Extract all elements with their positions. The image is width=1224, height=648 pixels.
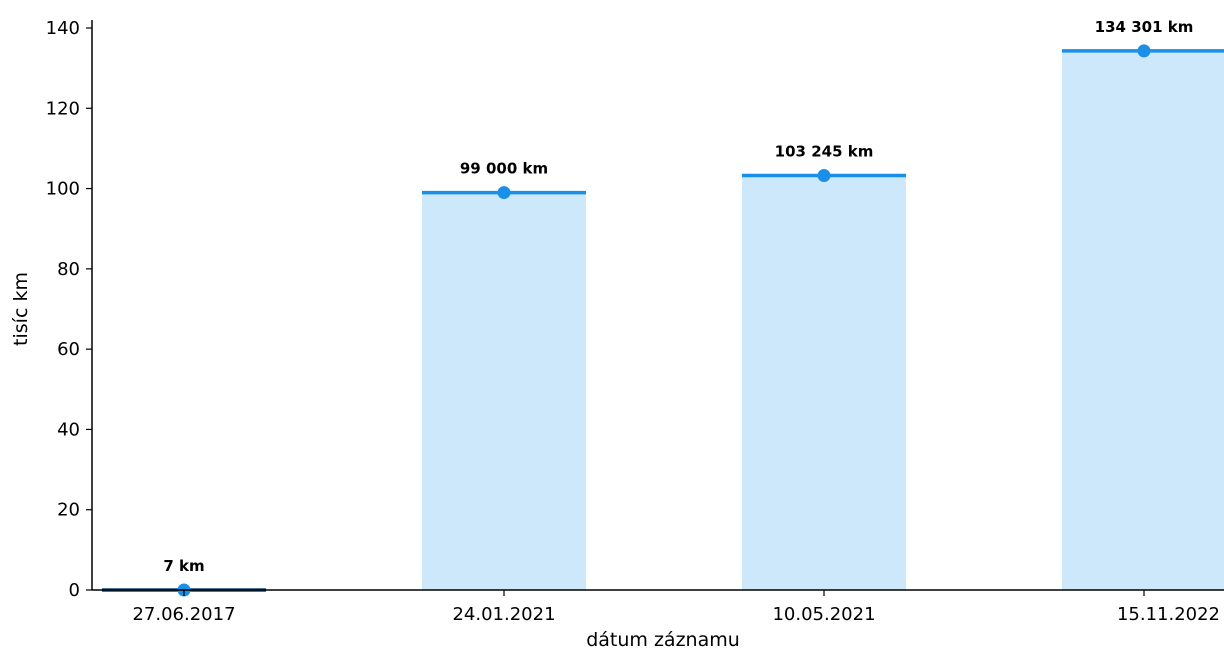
y-tick-label: 140 bbox=[46, 18, 80, 39]
labels-layer: 7 km 99 000 km 103 245 km 134 301 km 0 20 40 60… bbox=[46, 18, 1220, 625]
y-tick-label: 120 bbox=[46, 98, 80, 119]
x-axis-title: dátum záznamu bbox=[586, 629, 740, 648]
y-tick-label: 100 bbox=[46, 179, 80, 200]
bar bbox=[742, 175, 906, 590]
y-tick-label: 20 bbox=[57, 500, 80, 521]
bar bbox=[1062, 50, 1224, 590]
y-tick-label: 0 bbox=[69, 580, 80, 601]
bars-layer bbox=[102, 44, 1224, 597]
y-tick-label: 40 bbox=[57, 419, 80, 440]
y-tick-label: 80 bbox=[57, 259, 80, 280]
data-point-marker bbox=[817, 169, 831, 183]
data-point-marker bbox=[1137, 44, 1151, 58]
y-axis-title: tisíc km bbox=[10, 272, 32, 346]
data-label: 134 301 km bbox=[1095, 18, 1194, 36]
x-tick-label: 15.11.2022 bbox=[1117, 604, 1220, 625]
x-tick-label: 27.06.2017 bbox=[132, 604, 235, 625]
data-point-marker bbox=[497, 186, 511, 200]
x-tick-label: 10.05.2021 bbox=[772, 604, 875, 625]
y-tick-label: 60 bbox=[57, 339, 80, 360]
data-label: 103 245 km bbox=[775, 143, 874, 161]
data-label: 99 000 km bbox=[460, 160, 548, 178]
x-tick-label: 24.01.2021 bbox=[452, 604, 555, 625]
data-label: 7 km bbox=[163, 557, 204, 575]
bar bbox=[422, 192, 586, 591]
axes-layer bbox=[86, 20, 1224, 596]
